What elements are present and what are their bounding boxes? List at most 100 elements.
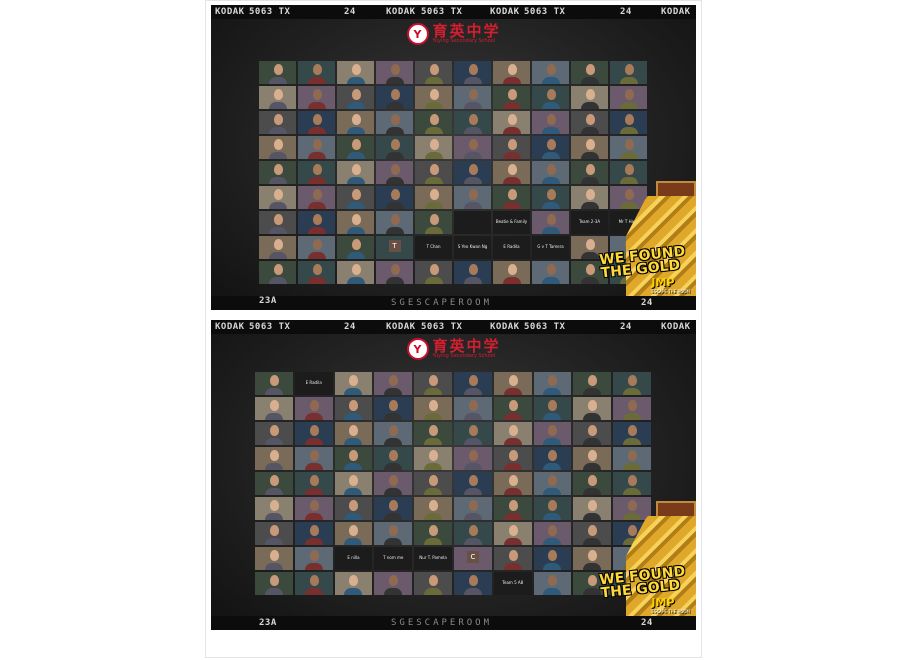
participant-video-tile[interactable] — [255, 397, 293, 420]
participant-video-tile[interactable] — [415, 111, 452, 134]
participant-video-tile[interactable] — [294, 572, 333, 595]
participant-video-tile[interactable] — [493, 497, 532, 520]
participant-video-tile[interactable] — [493, 472, 532, 495]
participant-video-tile[interactable] — [573, 522, 612, 545]
participant-video-tile[interactable] — [493, 186, 530, 209]
participant-video-tile[interactable] — [294, 547, 333, 570]
participant-video-tile[interactable] — [337, 111, 374, 134]
participant-video-tile[interactable] — [337, 236, 374, 259]
participant-video-tile[interactable] — [374, 397, 413, 420]
participant-video-tile[interactable] — [374, 372, 413, 395]
participant-video-tile[interactable] — [415, 186, 452, 209]
participant-video-tile[interactable] — [573, 572, 612, 595]
participant-video-tile[interactable] — [454, 161, 491, 184]
participant-video-tile[interactable] — [493, 86, 530, 109]
participant-video-tile[interactable] — [454, 136, 491, 159]
participant-video-tile[interactable] — [376, 61, 413, 84]
participant-video-tile[interactable] — [376, 136, 413, 159]
participant-video-tile[interactable] — [374, 447, 413, 470]
participant-video-tile[interactable] — [259, 161, 296, 184]
participant-video-tile[interactable] — [415, 261, 452, 284]
participant-video-tile[interactable] — [573, 397, 612, 420]
participant-video-tile[interactable] — [453, 472, 492, 495]
participant-video-tile[interactable] — [532, 136, 569, 159]
participant-video-tile[interactable] — [493, 136, 530, 159]
participant-video-tile[interactable] — [255, 497, 293, 520]
participant-video-tile[interactable] — [453, 522, 492, 545]
participant-video-tile[interactable]: E Radila — [493, 236, 530, 259]
participant-video-tile[interactable] — [259, 136, 296, 159]
participant-video-tile[interactable] — [613, 422, 651, 445]
participant-video-tile[interactable] — [532, 186, 569, 209]
participant-video-tile[interactable] — [453, 497, 492, 520]
participant-video-tile[interactable] — [493, 261, 530, 284]
participant-video-tile[interactable] — [294, 397, 333, 420]
participant-video-tile[interactable] — [533, 497, 572, 520]
participant-video-tile[interactable] — [334, 447, 373, 470]
participant-video-tile[interactable] — [532, 261, 569, 284]
participant-video-tile[interactable]: E nilla — [334, 547, 373, 570]
participant-video-tile[interactable] — [415, 61, 452, 84]
participant-video-tile[interactable] — [571, 86, 608, 109]
participant-video-tile[interactable] — [334, 522, 373, 545]
participant-video-tile[interactable] — [259, 236, 296, 259]
participant-video-tile[interactable]: Team 2-3A — [571, 211, 608, 234]
participant-video-tile[interactable] — [259, 111, 296, 134]
participant-video-tile[interactable] — [294, 447, 333, 470]
participant-video-tile[interactable]: S Yeo Kwan Ng — [454, 236, 491, 259]
participant-video-tile[interactable] — [610, 161, 647, 184]
participant-video-tile[interactable] — [493, 447, 532, 470]
participant-video-tile[interactable] — [255, 522, 293, 545]
participant-video-tile[interactable] — [613, 447, 651, 470]
participant-video-tile[interactable] — [298, 161, 335, 184]
participant-video-tile[interactable] — [573, 472, 612, 495]
participant-video-tile[interactable] — [255, 547, 293, 570]
participant-video-tile[interactable] — [415, 211, 452, 234]
participant-video-tile[interactable] — [415, 161, 452, 184]
participant-video-tile[interactable] — [532, 86, 569, 109]
participant-video-tile[interactable] — [255, 372, 293, 395]
participant-video-tile[interactable] — [376, 261, 413, 284]
participant-video-tile[interactable] — [298, 136, 335, 159]
participant-video-tile[interactable] — [414, 397, 452, 420]
participant-video-tile[interactable] — [298, 86, 335, 109]
participant-video-tile[interactable] — [454, 86, 491, 109]
participant-video-tile[interactable] — [610, 61, 647, 84]
participant-video-tile[interactable] — [334, 397, 373, 420]
participant-video-tile[interactable] — [613, 397, 651, 420]
participant-video-tile[interactable] — [610, 186, 647, 209]
participant-video-tile[interactable] — [259, 86, 296, 109]
participant-video-tile[interactable] — [533, 447, 572, 470]
participant-video-tile[interactable] — [573, 547, 612, 570]
participant-video-tile[interactable] — [374, 572, 413, 595]
participant-video-tile[interactable] — [533, 547, 572, 570]
participant-video-tile[interactable] — [374, 422, 413, 445]
participant-video-tile[interactable] — [533, 472, 572, 495]
participant-video-tile[interactable] — [573, 497, 612, 520]
participant-video-tile[interactable] — [571, 111, 608, 134]
participant-video-tile[interactable] — [337, 186, 374, 209]
participant-video-tile[interactable] — [532, 161, 569, 184]
participant-video-tile[interactable] — [376, 111, 413, 134]
participant-video-tile[interactable] — [374, 497, 413, 520]
participant-video-tile[interactable] — [298, 236, 335, 259]
participant-video-tile[interactable] — [454, 111, 491, 134]
participant-video-tile[interactable] — [571, 261, 608, 284]
participant-video-tile[interactable] — [374, 522, 413, 545]
participant-video-tile[interactable] — [298, 111, 335, 134]
participant-video-tile[interactable]: G v T Tamera — [532, 236, 569, 259]
participant-video-tile[interactable] — [533, 522, 572, 545]
participant-video-tile[interactable] — [610, 111, 647, 134]
participant-video-tile[interactable] — [414, 372, 452, 395]
participant-video-tile[interactable] — [298, 186, 335, 209]
participant-video-tile[interactable] — [493, 372, 532, 395]
participant-video-tile[interactable] — [414, 522, 452, 545]
participant-video-tile[interactable]: Team 5 A8 — [493, 572, 532, 595]
participant-video-tile[interactable] — [493, 111, 530, 134]
participant-video-tile[interactable] — [454, 61, 491, 84]
participant-video-tile[interactable] — [337, 161, 374, 184]
participant-video-tile[interactable] — [259, 61, 296, 84]
participant-video-tile[interactable] — [533, 372, 572, 395]
participant-video-tile[interactable] — [493, 161, 530, 184]
participant-video-tile[interactable] — [255, 447, 293, 470]
